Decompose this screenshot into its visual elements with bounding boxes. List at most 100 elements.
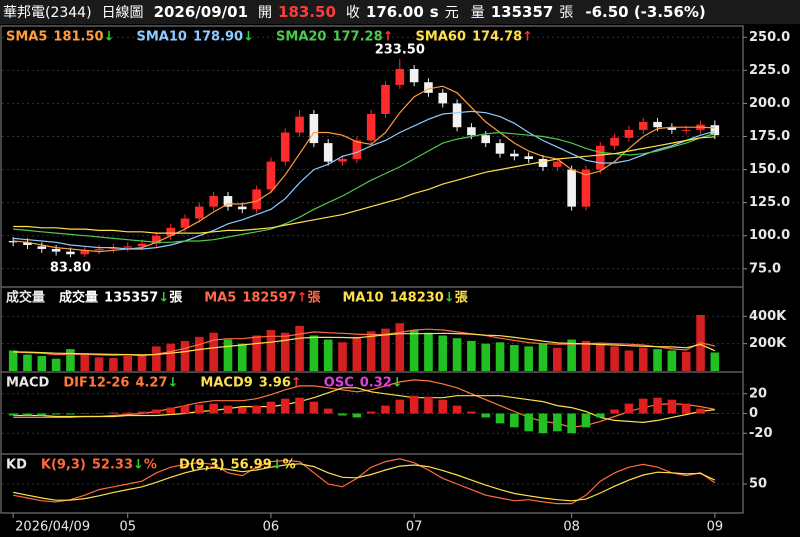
candle-body [481,135,491,144]
annotation: 233.50 [375,43,425,58]
candle-body [23,242,32,245]
legend-trend: ↓ [243,30,254,45]
y-tick-label: -20 [749,426,773,441]
bar [51,413,61,415]
bar [538,413,548,434]
legend-unit: % [283,458,296,473]
series-line [13,85,715,253]
candle-body [424,82,433,93]
bar [538,343,548,371]
legend-name: SMA5 [6,30,47,45]
bar [395,323,405,371]
candle-body [309,114,319,144]
candle-body [252,189,261,210]
legend-trend: ↓ [272,458,283,473]
bar [553,413,562,432]
bar [581,413,591,428]
candle-body [681,129,691,131]
bar [309,401,319,414]
bar [180,405,190,414]
series-line [13,463,716,502]
bar [481,343,491,371]
header: 華邦電(2344) 日線圖 2026/09/01 開 183.50 收 176.… [0,0,800,24]
bar [280,398,290,414]
y-tick-label: 225.0 [749,63,790,78]
legend-name: OSC [324,376,354,391]
candle-body [166,227,175,236]
bar [495,342,505,371]
bar [223,405,233,414]
legend-trend: ↑ [383,30,394,45]
series-line [13,387,715,424]
bar [495,413,505,424]
candle-body [37,246,47,249]
bar [66,413,75,415]
bar [681,403,691,414]
series-line [13,332,716,356]
bar [696,408,705,414]
bar [94,413,104,414]
candle-body [223,196,233,207]
legend-trend: ↑ [297,291,308,306]
bar [123,412,133,414]
candle-body [51,248,61,252]
bar [252,405,261,414]
x-tick-label: 07 [406,520,423,535]
date: 2026/09/01 [153,3,249,21]
bar [667,399,677,414]
candle-body [710,125,720,136]
bar [8,413,18,416]
candle-body [624,129,634,138]
candle-body [109,247,118,249]
candle-body [152,235,161,244]
candle-body [209,196,218,207]
candle-body [80,250,90,255]
bar [109,358,118,371]
legend-value: 56.99 [231,458,272,473]
period: 日線圖 [101,5,144,21]
bar [710,352,720,371]
legend-trend: ↓ [392,376,403,391]
legend-unit: 張 [455,291,469,306]
legend-value: 181.50 [53,30,103,45]
bar [510,413,519,428]
bar [581,340,591,371]
candle-body [237,206,247,210]
bar [323,408,333,414]
bar [237,407,247,414]
candle-body [195,206,204,219]
change: -6.50 (-3.56%) [585,3,706,21]
y-tick-label: 150.0 [749,162,790,177]
candle-body [610,137,619,146]
legend-value: 3.96 [259,376,291,391]
candle-body [295,116,304,133]
bar [166,407,175,414]
bar [266,401,276,414]
volume-unit: 張 [559,5,574,21]
bar [166,343,175,371]
bar [80,413,90,414]
open-label: 開 [258,5,273,21]
bar [595,343,605,371]
y-tick-label: 400K [749,309,787,324]
bar [123,355,133,371]
bar [524,346,533,371]
bar [80,353,90,371]
legend-name: 成交量 [59,290,98,306]
legend-name: SMA10 [136,30,186,45]
y-tick-label: 0 [749,406,758,421]
candle-body [123,246,133,248]
bar [280,332,290,371]
bar [467,340,476,371]
bar [51,358,61,371]
legend-unit: 張 [307,291,321,306]
s-mark: s [429,3,439,21]
legend-trend: ↓ [444,291,455,306]
open-value: 183.50 [278,3,336,21]
bar [638,398,648,414]
bar [209,403,218,414]
bar [638,347,648,371]
legend-name: D(9,3) [179,458,225,473]
series-line [13,131,715,243]
